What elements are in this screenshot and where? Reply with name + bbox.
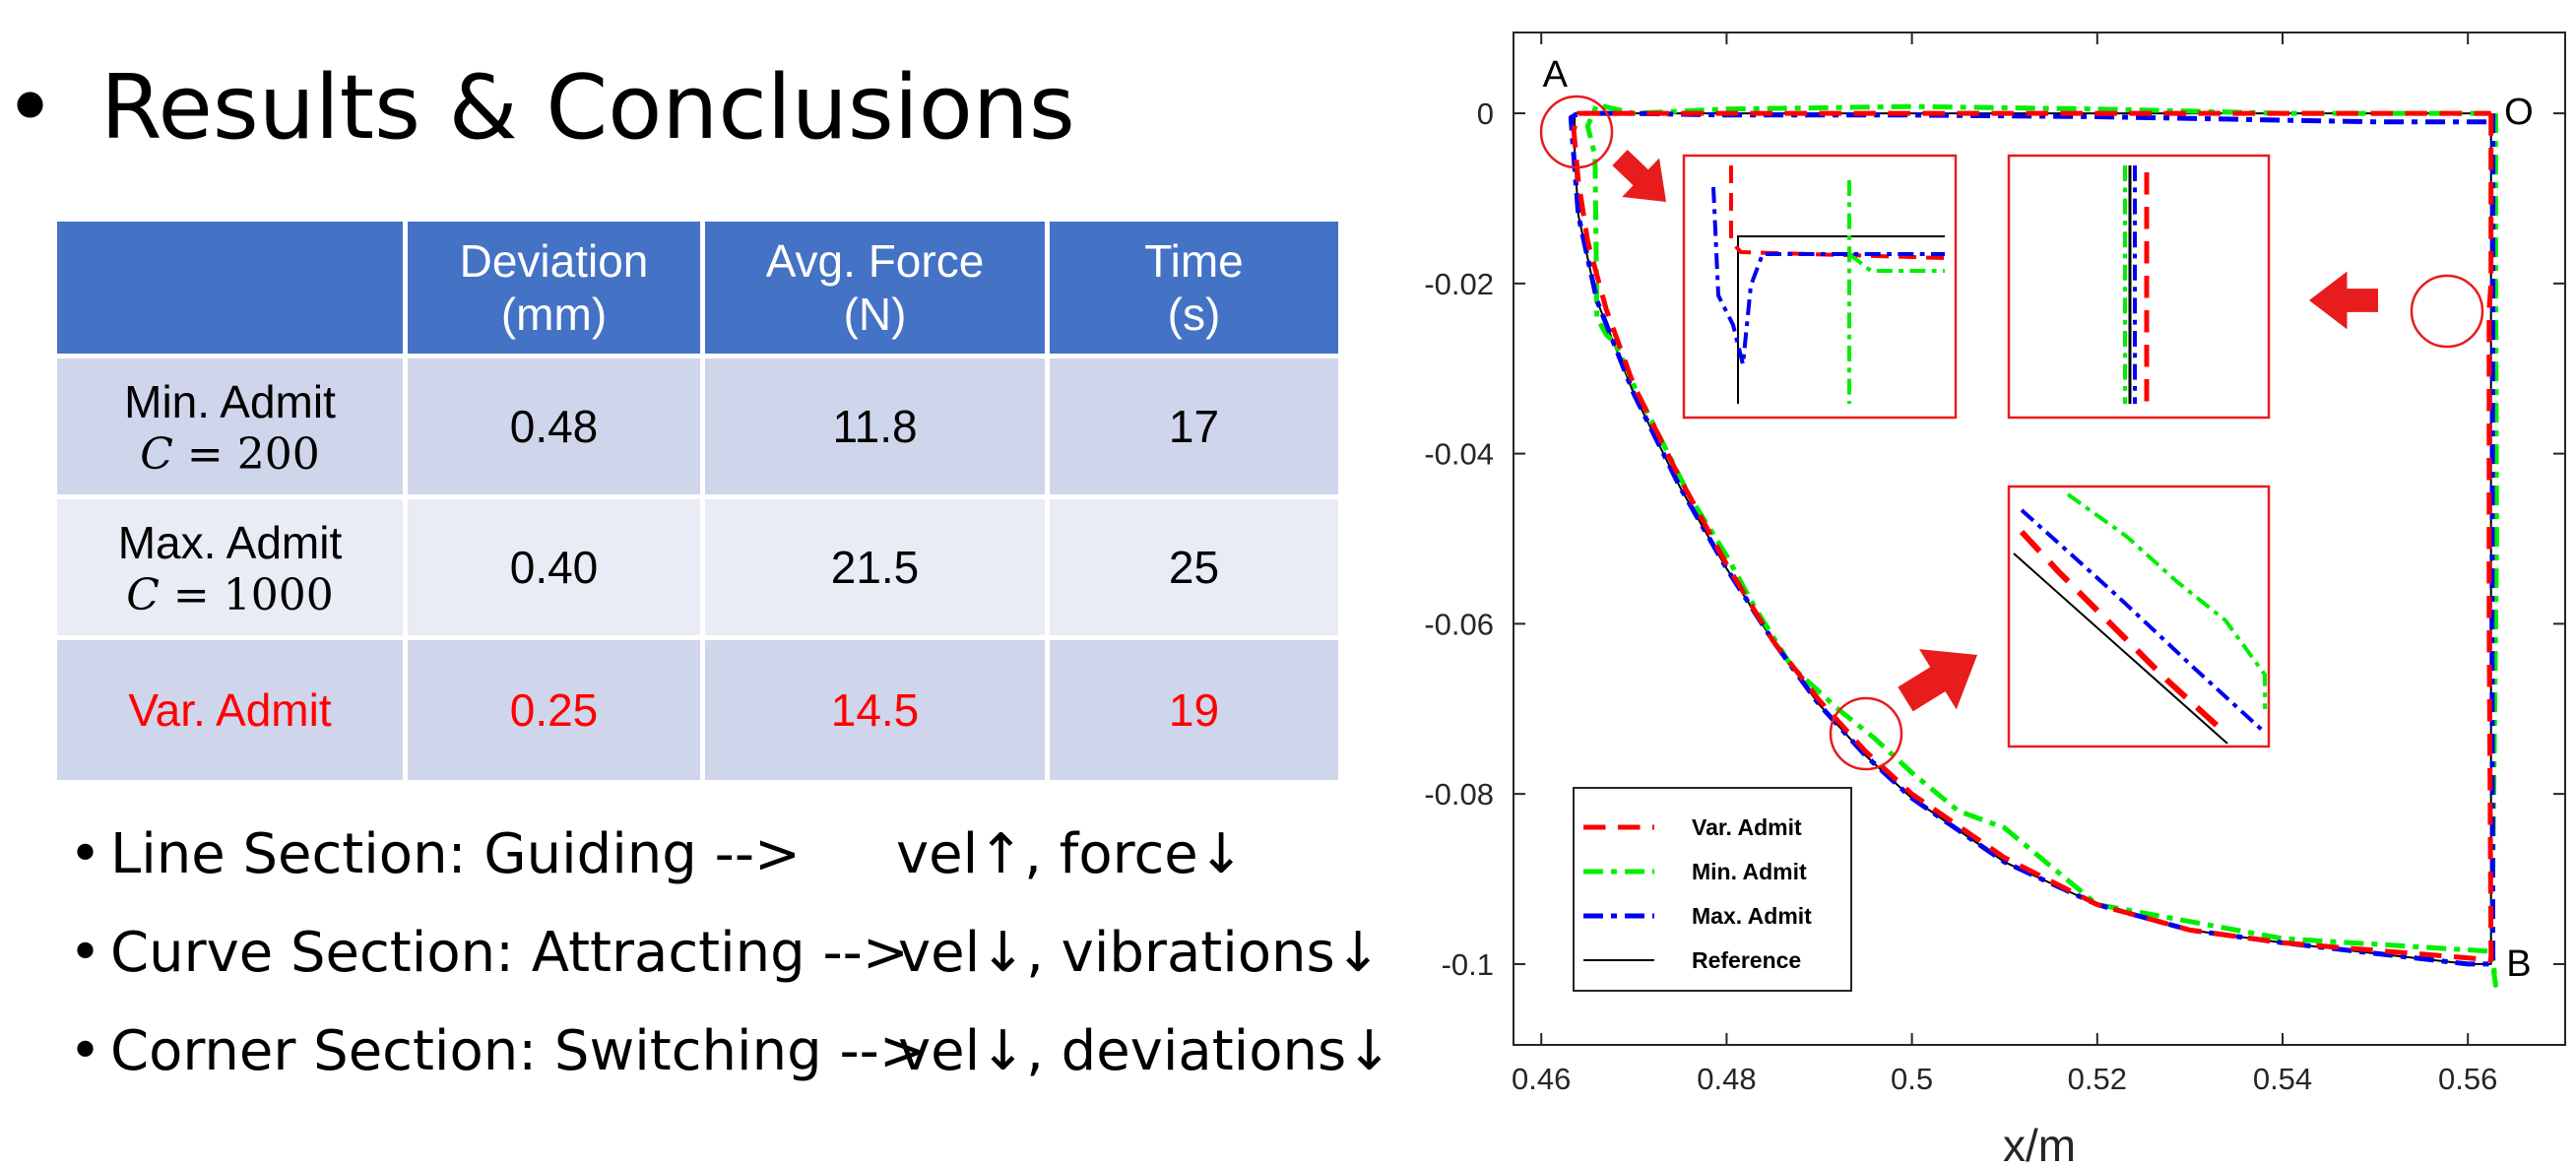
title-text: Results & Conclusions (100, 56, 1075, 160)
header-time-label: Time (1144, 235, 1244, 287)
param-symbol: C (126, 569, 160, 620)
x-tick-label: 0.46 (1512, 1062, 1571, 1096)
header-cell-deviation: Deviation (mm) (403, 217, 705, 358)
legend-box (1573, 787, 1852, 992)
inset-min-line (1847, 252, 1945, 273)
row-label-cell: Var. Admit (52, 635, 408, 785)
highlight-circle (2410, 274, 2484, 349)
param-value: 200 (236, 428, 320, 480)
param-equals: = (172, 428, 237, 480)
callout-arrow (1898, 649, 1977, 712)
y-tick-label: -0.02 (1424, 267, 1494, 301)
deviation-cell: 0.40 (403, 494, 705, 640)
header-force-label: Avg. Force (765, 235, 985, 287)
row-label-cell: Min. Admit C = 200 (52, 354, 408, 499)
point-label: A (1543, 54, 1569, 96)
param-symbol: C (140, 428, 173, 480)
list-bullet: • (69, 921, 102, 985)
header-cell-blank (52, 217, 408, 358)
point-label: O (2504, 92, 2534, 133)
deviation-cell: 0.48 (403, 354, 705, 499)
inset-reference-line (2013, 552, 2228, 745)
series-line-var-admit (1571, 110, 2494, 963)
conclusion-effect: vel↑, force↓ (896, 822, 1245, 886)
header-cell-force: Avg. Force (N) (700, 217, 1050, 358)
arrow-shape (1612, 150, 1666, 202)
table-header-row: Deviation (mm) Avg. Force (N) Time (s) (52, 217, 1343, 358)
trajectory-chart: 0.46 0.48 0.5 0.52 0.54 0.56 0 -0.02 -0.04 -0.06 -… (1424, 32, 2566, 1168)
time-cell: 17 (1045, 354, 1343, 499)
header-deviation-unit: (mm) (500, 289, 608, 340)
x-tick-label: 0.56 (2438, 1062, 2497, 1096)
title-bullet: • (4, 56, 57, 160)
highlight-circle (1539, 95, 1614, 169)
inset-var-line (1729, 165, 1946, 260)
arrow-shape (1898, 649, 1977, 712)
list-bullet: • (69, 822, 102, 886)
deviation-cell: 0.25 (403, 635, 705, 785)
force-cell: 14.5 (700, 635, 1050, 785)
force-cell: 11.8 (700, 354, 1050, 499)
header-cell-time: Time (s) (1045, 217, 1343, 358)
x-tick-label: 0.52 (2068, 1062, 2127, 1096)
legend-label: Max. Admit (1692, 903, 1812, 929)
param-equals: = (159, 569, 224, 620)
header-time-unit: (s) (1167, 289, 1221, 340)
param-value: 1000 (223, 569, 334, 620)
table-row: Max. Admit C = 1000 0.40 21.5 25 (52, 494, 1343, 640)
arrow-shape (2309, 271, 2378, 330)
point-label: B (2506, 943, 2531, 985)
y-tick-label: -0.04 (1424, 437, 1494, 472)
callout-arrow (1612, 150, 1666, 202)
header-deviation-label: Deviation (459, 235, 649, 287)
y-tick-label: -0.08 (1424, 777, 1494, 811)
inset-corner-a (1682, 154, 1958, 420)
y-tick-label: -0.06 (1424, 607, 1494, 641)
callout-arrow (2309, 271, 2378, 330)
conclusion-effect: vel↓, vibrations↓ (898, 921, 1382, 985)
conclusion-statement: Corner Section: Switching --> (110, 1019, 926, 1083)
y-tick-label: 0 (1477, 97, 1494, 131)
time-cell: 19 (1045, 635, 1343, 785)
header-force-unit: (N) (843, 289, 907, 340)
row-label-cell: Max. Admit C = 1000 (52, 494, 408, 640)
legend-label: Min. Admit (1692, 859, 1807, 884)
legend-label: Var. Admit (1692, 814, 1802, 840)
y-tick-label: -0.1 (1442, 947, 1494, 982)
row-parameter: C = 200 (57, 429, 403, 480)
results-table: Deviation (mm) Avg. Force (N) Time (s) Min.… (52, 217, 1343, 785)
table-row: Min. Admit C = 200 0.48 11.8 17 (52, 354, 1343, 499)
list-bullet: • (69, 1019, 102, 1083)
inset-var-line (2019, 529, 2223, 732)
force-cell: 21.5 (700, 494, 1050, 640)
x-tick-label: 0.48 (1697, 1062, 1756, 1096)
row-name: Max. Admit (117, 516, 343, 568)
conclusion-statement: Curve Section: Attracting --> (110, 921, 909, 985)
time-cell: 25 (1045, 494, 1343, 640)
inset-max-line (2020, 508, 2265, 733)
x-axis-label: x/m (2003, 1120, 2076, 1168)
conclusion-statement: Line Section: Guiding --> (110, 822, 801, 886)
inset-reference-line (1737, 235, 1945, 404)
inset-min-line (2066, 492, 2267, 709)
inset-max-line (1711, 186, 1945, 365)
highlight-circle (1829, 696, 1903, 771)
inset-line-ob (2007, 154, 2271, 420)
table-row: Var. Admit 0.25 14.5 19 (52, 635, 1343, 785)
row-name: Min. Admit (124, 375, 336, 427)
chart-legend: Var. Admit Min. Admit Max. Admit Reference (1573, 787, 1852, 992)
x-tick-label: 0.5 (1891, 1062, 1933, 1096)
x-tick-label: 0.54 (2253, 1062, 2312, 1096)
conclusion-effect: vel↓, deviations↓ (898, 1019, 1393, 1083)
legend-label: Reference (1692, 947, 1801, 973)
slide-title: • Results & Conclusions (0, 54, 1075, 162)
row-parameter: C = 1000 (57, 570, 403, 620)
